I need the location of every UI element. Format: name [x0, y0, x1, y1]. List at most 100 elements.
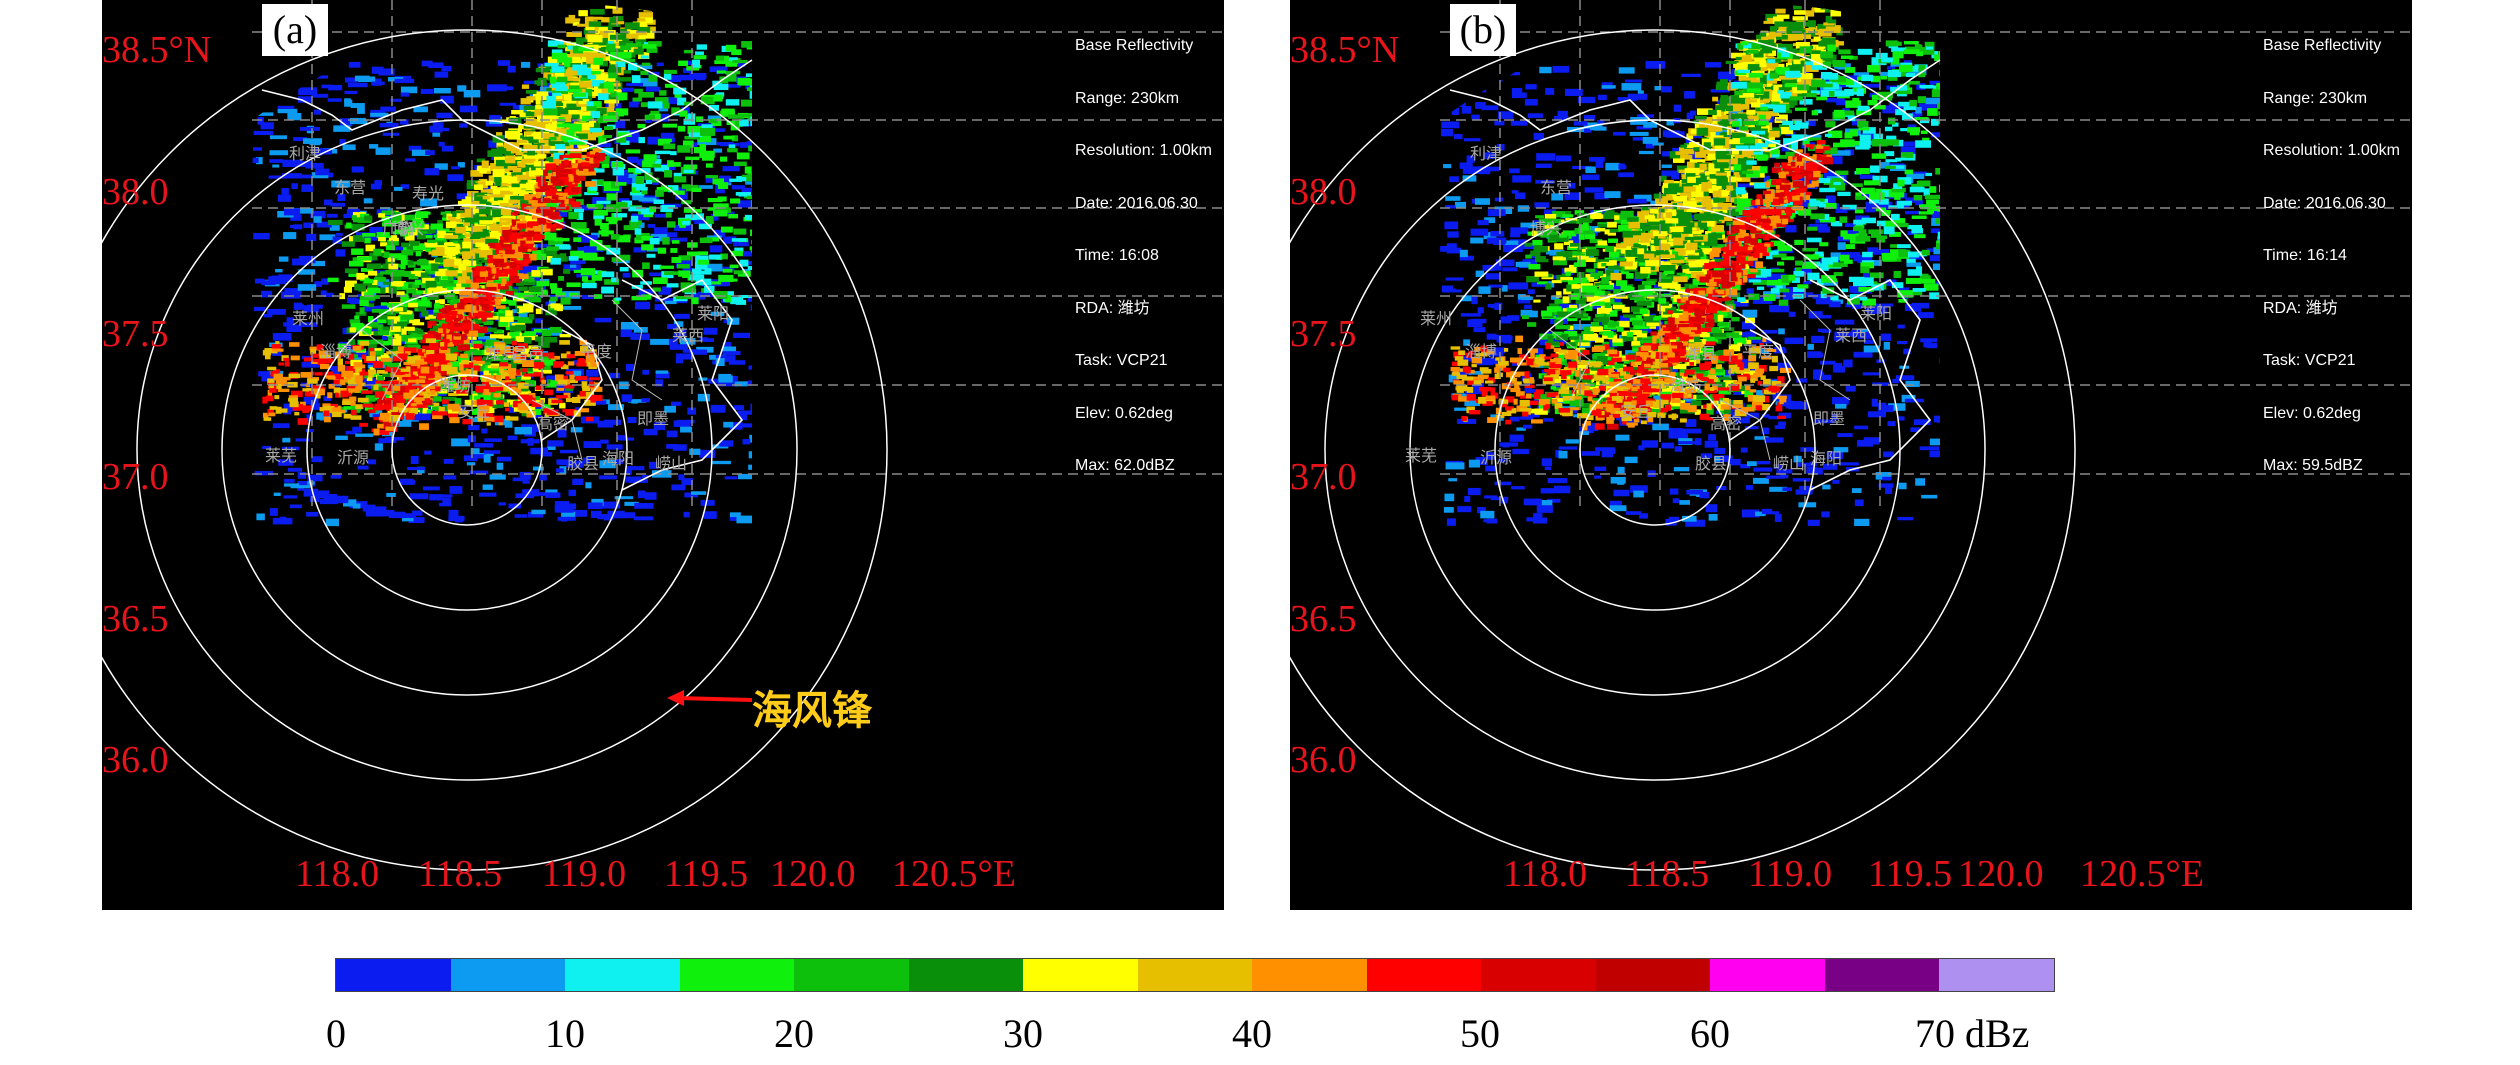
lat-label: 38.5°N — [1290, 29, 1400, 71]
lat-lon-grid — [252, 0, 1224, 510]
colorbar-segment — [1939, 959, 2054, 991]
colorbar-segment — [1824, 959, 1940, 991]
lon-label: 119.5 — [664, 853, 749, 895]
colorbar-tick-label: 60 — [1690, 1011, 1730, 1056]
lon-label: 119.0 — [1748, 853, 1833, 895]
city-label: 沂源 — [1480, 448, 1513, 467]
colorbar-segment — [336, 959, 451, 991]
lat-label: 37.0 — [1290, 456, 1357, 498]
city-label: 即墨 — [637, 409, 670, 428]
city-label: 莱芜 — [265, 446, 298, 465]
city-label: 东营 — [334, 178, 367, 197]
radar-map-b — [1290, 0, 2412, 871]
city-label: 莱州 — [1420, 309, 1453, 328]
lat-label: 36.5 — [102, 598, 169, 640]
info-line: Base Reflectivity — [2263, 37, 2382, 54]
colorbar-segment — [565, 959, 680, 991]
county-borders — [1549, 299, 1851, 461]
city-label: 平度 — [580, 342, 613, 361]
colorbar-segment — [1252, 959, 1367, 991]
city-label: 胶县 — [567, 454, 600, 473]
lat-label: 37.5 — [102, 313, 169, 355]
lon-label: 120.5°E — [2080, 853, 2204, 895]
city-label: 崂山 — [1773, 454, 1806, 473]
info-line: Elev: 0.62deg — [1075, 404, 1173, 422]
info-line: RDA: 潍坊 — [2263, 299, 2338, 317]
colorbar-segment — [679, 959, 795, 991]
colorbar-tick-label: 70 dBz — [1915, 1011, 2030, 1056]
city-label: 莱阳 — [1860, 304, 1893, 323]
lat-label: 36.5 — [1290, 598, 1357, 640]
colorbar-segment — [908, 959, 1024, 991]
city-label: 博兴 — [1530, 219, 1563, 238]
lon-label: 119.5 — [1868, 853, 1953, 895]
city-label: 潍县 — [1685, 344, 1718, 363]
lat-label: 37.0 — [102, 456, 169, 498]
colorbar-segment — [450, 959, 566, 991]
range-rings — [1290, 29, 2076, 871]
lat-label: 38.0 — [102, 171, 169, 213]
colorbar-tick-label: 50 — [1460, 1011, 1500, 1056]
info-line: RDA: 潍坊 — [1075, 299, 1150, 317]
lon-label: 118.0 — [1503, 853, 1588, 895]
coastline — [261, 59, 753, 491]
panel-label-b: (b) — [1450, 4, 1516, 56]
colorbar-tick-label: 30 — [1003, 1011, 1043, 1056]
coastline — [1449, 59, 1941, 491]
city-label: 平度 — [1742, 342, 1775, 361]
city-label: 潍坊 — [439, 376, 472, 395]
city-label: 安丘 — [1620, 402, 1653, 421]
city-label: 沂源 — [337, 448, 370, 467]
city-label: 莱西 — [1835, 326, 1868, 345]
range-rings — [102, 29, 888, 871]
lon-label: 118.5 — [1625, 853, 1710, 895]
radar-panel-b: (b) Base Reflectivity Range: 230km Resol… — [1290, 0, 2412, 910]
lon-label: 118.5 — [418, 853, 503, 895]
city-label: 莱西 — [672, 326, 705, 345]
info-line: Time: 16:14 — [2263, 247, 2347, 264]
city-label: 淄博 — [1465, 342, 1498, 361]
radar-info-a: Base Reflectivity Range: 230km Resolutio… — [1075, 2, 1212, 510]
panel-label-a: (a) — [262, 4, 328, 56]
city-label: 莱阳 — [697, 304, 730, 323]
city-label: 胶县 — [1695, 454, 1728, 473]
lat-label: 37.5 — [1290, 313, 1357, 355]
info-line: Max: 62.0dBZ — [1075, 457, 1175, 474]
city-label: 高密 — [1710, 414, 1743, 433]
city-label: 利津 — [289, 144, 322, 163]
city-label: 崂山 — [655, 454, 688, 473]
info-line: Task: VCP21 — [1075, 352, 1168, 369]
colorbar-segment — [1595, 959, 1711, 991]
radar-info-b: Base Reflectivity Range: 230km Resolutio… — [2263, 2, 2400, 510]
radar-map-a — [102, 0, 1224, 871]
colorbar-segment — [1710, 959, 1825, 991]
lat-label: 38.0 — [1290, 171, 1357, 213]
colorbar-segment — [1137, 959, 1253, 991]
city-label: 昌邑 — [512, 344, 545, 363]
city-label: 潍坊 — [1670, 376, 1703, 395]
city-label: 莱芜 — [1405, 446, 1438, 465]
radar-echo-layer — [252, 4, 752, 527]
colorbar-segment — [1481, 959, 1596, 991]
lat-label: 38.5°N — [102, 29, 212, 71]
colorbar-tick-label: 40 — [1232, 1011, 1272, 1056]
info-line: Task: VCP21 — [2263, 352, 2356, 369]
lat-label: 36.0 — [102, 739, 169, 781]
info-line: Range: 230km — [1075, 89, 1180, 107]
radar-panel-a: (a) Base Reflectivity Range: 230km Resol… — [102, 0, 1224, 910]
colorbar-tick-label: 10 — [545, 1011, 585, 1056]
colorbar-segment — [1366, 959, 1482, 991]
info-line: Time: 16:08 — [1075, 247, 1159, 264]
city-label: 利津 — [1470, 144, 1503, 163]
lon-label: 119.0 — [542, 853, 627, 895]
colorbar-tick-label: 0 — [326, 1011, 346, 1056]
info-line: Resolution: 1.00km — [2263, 142, 2400, 159]
colorbar-segment — [1023, 959, 1138, 991]
city-label: 寿光 — [412, 184, 445, 203]
city-label: 东营 — [1540, 178, 1573, 197]
info-line: Elev: 0.62deg — [2263, 404, 2361, 422]
reflectivity-colorbar — [335, 958, 2055, 992]
lon-label: 118.0 — [295, 853, 380, 895]
city-label: 安丘 — [458, 402, 491, 421]
county-borders — [361, 299, 663, 461]
